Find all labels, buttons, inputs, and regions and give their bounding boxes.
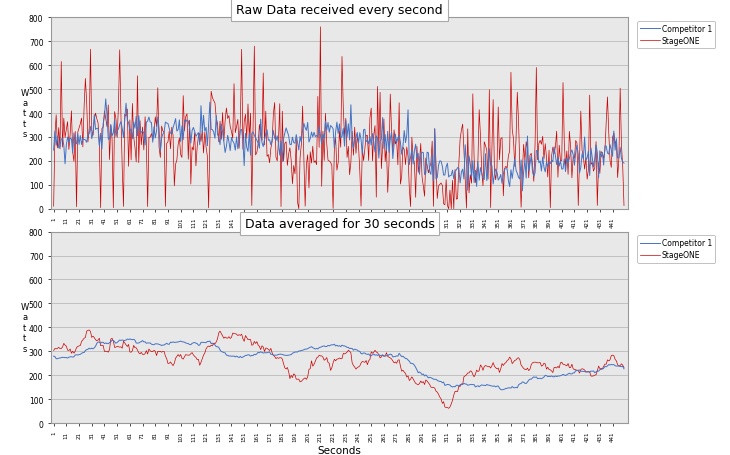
Line: StageONE: StageONE (53, 330, 624, 409)
Competitor 1 (598, 151, 607, 156)
Competitor 1 (464, 383, 472, 388)
StageONE (464, 370, 473, 376)
StageONE (464, 191, 473, 196)
Line: Competitor 1: Competitor 1 (53, 100, 624, 192)
Competitor 1 (620, 161, 629, 167)
Competitor 1 (101, 97, 110, 102)
Competitor 1 (112, 340, 121, 345)
StageONE (598, 151, 607, 156)
Competitor 1 (49, 148, 58, 153)
StageONE (372, 349, 380, 355)
StageONE (146, 348, 155, 354)
StageONE (145, 135, 153, 141)
Title: Data averaged for 30 seconds: Data averaged for 30 seconds (245, 218, 434, 231)
StageONE (613, 175, 622, 181)
Y-axis label: W
a
t
t
s: W a t t s (20, 89, 28, 139)
Competitor 1 (518, 189, 527, 194)
StageONE (316, 25, 325, 30)
Y-axis label: W
a
t
t
s: W a t t s (20, 303, 28, 353)
Competitor 1 (372, 134, 380, 139)
Line: Competitor 1: Competitor 1 (53, 339, 624, 390)
Competitor 1 (620, 366, 629, 372)
Competitor 1 (372, 352, 380, 358)
Competitor 1 (49, 354, 58, 359)
Competitor 1 (613, 364, 622, 369)
StageONE (445, 406, 453, 411)
Competitor 1 (146, 340, 155, 346)
StageONE (85, 328, 93, 333)
StageONE (620, 203, 629, 209)
StageONE (112, 135, 121, 141)
Competitor 1 (126, 336, 134, 342)
X-axis label: Seconds: Seconds (318, 445, 361, 455)
Competitor 1 (613, 156, 622, 162)
StageONE (49, 348, 58, 354)
StageONE (294, 207, 303, 212)
Competitor 1 (114, 127, 123, 132)
Line: StageONE: StageONE (53, 28, 624, 209)
Title: Raw Data received every second: Raw Data received every second (236, 4, 443, 17)
Competitor 1 (498, 387, 507, 393)
StageONE (598, 366, 607, 372)
Legend: Competitor 1, StageONE: Competitor 1, StageONE (637, 22, 715, 49)
StageONE (114, 344, 123, 350)
StageONE (49, 204, 58, 209)
StageONE (613, 362, 622, 368)
Competitor 1 (146, 120, 155, 126)
X-axis label: Seconds: Seconds (318, 232, 361, 242)
Competitor 1 (598, 366, 607, 372)
Legend: Competitor 1, StageONE: Competitor 1, StageONE (637, 236, 715, 263)
Competitor 1 (464, 188, 472, 193)
StageONE (373, 85, 382, 90)
StageONE (620, 365, 629, 370)
